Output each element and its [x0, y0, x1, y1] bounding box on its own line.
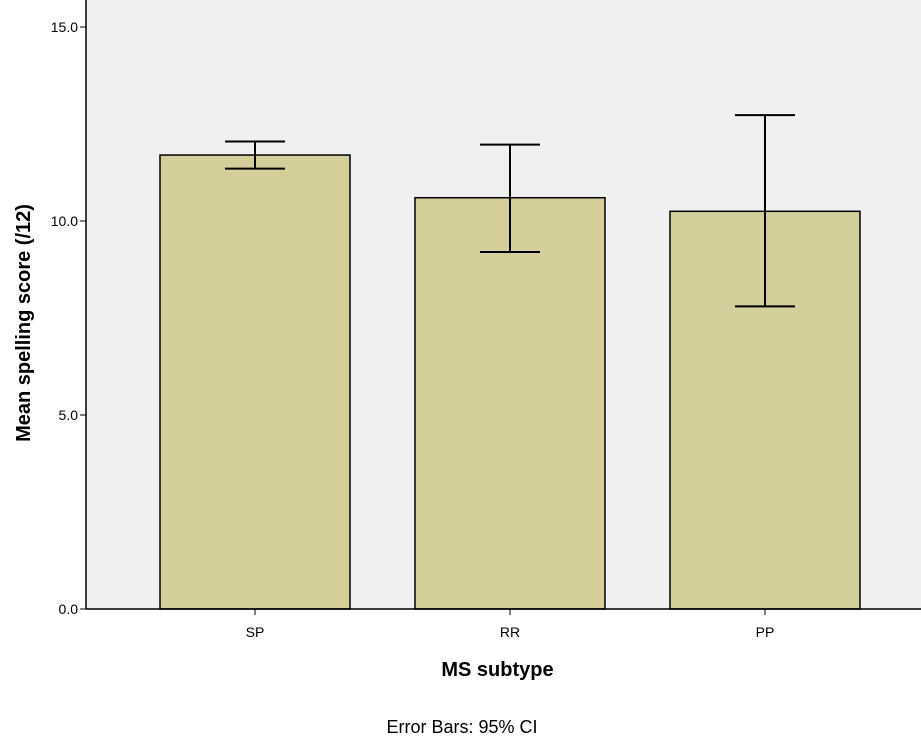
bars [159, 154, 861, 610]
y-tick-label: 15.0 [51, 19, 78, 35]
error-bars [225, 114, 795, 308]
y-tick-label: 5.0 [59, 407, 79, 423]
x-tick-label: RR [500, 624, 520, 640]
bar-rr [414, 196, 606, 610]
x-tick-label: SP [246, 624, 265, 640]
error-bar-pp [735, 114, 795, 308]
y-axis-title: Mean spelling score (/12) [13, 204, 35, 442]
bar-sp [159, 154, 351, 610]
x-tick-label: PP [756, 624, 775, 640]
y-tick-label: 0.0 [59, 601, 79, 617]
x-axis-title: MS subtype [441, 659, 553, 681]
x-axis-ticks: SP RR PP [246, 609, 775, 640]
error-bar-sp [225, 140, 285, 170]
error-bar-rr [480, 143, 540, 254]
y-axis-ticks: 0.0 5.0 10.0 15.0 [51, 19, 86, 617]
error-bar-caption: Error Bars: 95% CI [386, 717, 537, 737]
y-tick-label: 10.0 [51, 213, 78, 229]
